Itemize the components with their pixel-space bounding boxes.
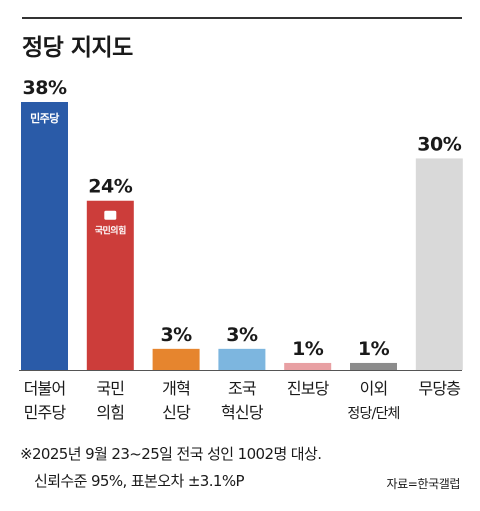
bar-5	[284, 362, 332, 370]
source-label: 자료=한국갤럽	[386, 477, 461, 491]
survey-footnote: ※2025년 9월 23~25일 전국 성인 1002명 대상.	[20, 445, 322, 463]
logo-mark-2	[104, 210, 117, 220]
confidence-footnote: 신뢰수준 95%, 표본오차 ±3.1%P	[34, 472, 245, 490]
bar-6	[350, 362, 397, 370]
value-label-4: 3%	[226, 324, 258, 346]
category-label-6-2: 정당/단체	[347, 406, 399, 422]
value-label-1: 38%	[23, 77, 67, 99]
category-label-7-1: 무당층	[418, 379, 460, 398]
bar-7	[415, 158, 463, 370]
category-label-6-1: 이외	[360, 379, 388, 398]
bar-2	[86, 200, 134, 370]
bar-1	[21, 102, 68, 370]
category-label-3-1: 개혁	[162, 379, 190, 398]
category-label-1-2: 민주당	[24, 403, 67, 422]
value-label-3: 3%	[160, 324, 192, 346]
party-logo-1: 민주당	[30, 111, 59, 125]
value-label-5: 1%	[292, 338, 324, 360]
party-logo-2: 국민의힘	[95, 225, 126, 237]
bar-3	[152, 348, 200, 370]
bar-4	[218, 348, 266, 370]
chart-title: 정당 지지도	[22, 35, 133, 61]
category-label-4-1: 조국	[228, 379, 256, 398]
category-label-4-2: 혁신당	[221, 403, 264, 422]
category-label-2-1: 국민	[96, 379, 124, 398]
value-label-7: 30%	[417, 133, 461, 155]
bar-chart: 38%민주당더불어민주당24%국민의힘국민의힘3%개혁신당3%조국혁신당1%진보…	[19, 77, 463, 422]
category-label-1-1: 더불어	[24, 379, 66, 398]
category-label-5-1: 진보당	[287, 379, 330, 398]
top-rule	[22, 17, 462, 19]
value-label-6: 1%	[358, 338, 390, 360]
value-label-2: 24%	[88, 176, 132, 198]
category-label-2-2: 의힘	[96, 403, 124, 422]
category-label-3-2: 신당	[162, 403, 191, 422]
